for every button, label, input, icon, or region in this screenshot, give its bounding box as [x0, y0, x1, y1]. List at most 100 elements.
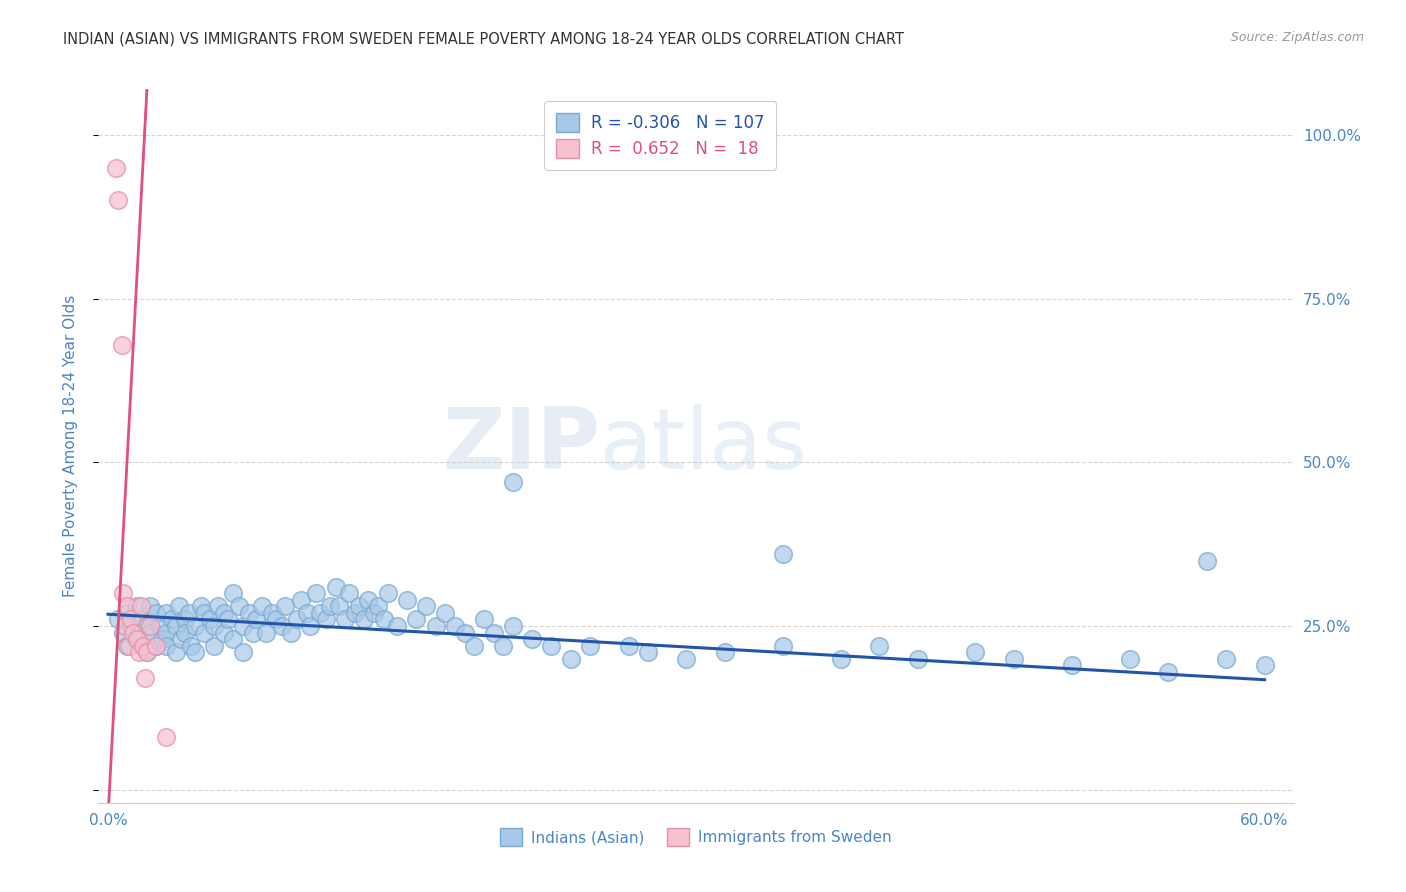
Point — [145, 639, 167, 653]
Point — [1060, 658, 1083, 673]
Point — [395, 592, 418, 607]
Point — [222, 586, 245, 600]
Point — [125, 599, 148, 614]
Point — [492, 639, 515, 653]
Point — [260, 606, 283, 620]
Point — [222, 632, 245, 647]
Point — [193, 606, 215, 620]
Point — [232, 645, 254, 659]
Point — [333, 612, 356, 626]
Point — [132, 639, 155, 653]
Point — [155, 731, 177, 745]
Point — [280, 625, 302, 640]
Point — [560, 652, 582, 666]
Point — [675, 652, 697, 666]
Point — [295, 606, 318, 620]
Point — [149, 619, 172, 633]
Point — [290, 592, 312, 607]
Point — [128, 645, 150, 659]
Point — [145, 606, 167, 620]
Point — [139, 619, 162, 633]
Point — [1002, 652, 1025, 666]
Point — [637, 645, 659, 659]
Point — [174, 625, 197, 640]
Point — [472, 612, 495, 626]
Point — [125, 632, 148, 647]
Point — [1253, 658, 1275, 673]
Point — [772, 547, 794, 561]
Point — [1215, 652, 1237, 666]
Text: INDIAN (ASIAN) VS IMMIGRANTS FROM SWEDEN FEMALE POVERTY AMONG 18-24 YEAR OLDS CO: INDIAN (ASIAN) VS IMMIGRANTS FROM SWEDEN… — [63, 31, 904, 46]
Point — [104, 161, 127, 175]
Point — [117, 639, 139, 653]
Point — [579, 639, 602, 653]
Point — [309, 606, 332, 620]
Text: atlas: atlas — [600, 404, 808, 488]
Point — [117, 606, 139, 620]
Point — [830, 652, 852, 666]
Point — [129, 599, 152, 614]
Point — [482, 625, 505, 640]
Text: ZIP: ZIP — [443, 404, 600, 488]
Point — [319, 599, 342, 614]
Point — [184, 619, 207, 633]
Point — [405, 612, 427, 626]
Point — [907, 652, 929, 666]
Point — [139, 625, 162, 640]
Point — [165, 645, 187, 659]
Point — [180, 639, 202, 653]
Point — [1195, 553, 1218, 567]
Point — [118, 639, 141, 653]
Point — [150, 632, 173, 647]
Point — [170, 632, 193, 647]
Point — [337, 586, 360, 600]
Point — [190, 599, 212, 614]
Point — [772, 639, 794, 653]
Text: Source: ZipAtlas.com: Source: ZipAtlas.com — [1230, 31, 1364, 45]
Y-axis label: Female Poverty Among 18-24 Year Olds: Female Poverty Among 18-24 Year Olds — [63, 295, 77, 597]
Point — [193, 625, 215, 640]
Point — [169, 599, 191, 614]
Point — [174, 612, 197, 626]
Point — [120, 612, 142, 626]
Point — [502, 475, 524, 489]
Point — [242, 625, 264, 640]
Point — [264, 612, 287, 626]
Point — [285, 612, 308, 626]
Point — [160, 612, 183, 626]
Point — [254, 625, 277, 640]
Point — [343, 606, 366, 620]
Legend: Indians (Asian), Immigrants from Sweden: Indians (Asian), Immigrants from Sweden — [495, 822, 897, 852]
Point — [367, 599, 389, 614]
Point — [714, 645, 737, 659]
Point — [463, 639, 485, 653]
Point — [165, 619, 187, 633]
Point — [217, 612, 239, 626]
Point — [868, 639, 890, 653]
Point — [107, 612, 129, 626]
Point — [305, 586, 328, 600]
Point — [315, 612, 337, 626]
Point — [202, 619, 225, 633]
Point — [328, 599, 350, 614]
Point — [540, 639, 562, 653]
Point — [135, 645, 157, 659]
Point — [453, 625, 475, 640]
Point — [357, 592, 380, 607]
Point — [270, 619, 292, 633]
Point — [232, 619, 254, 633]
Point — [363, 606, 385, 620]
Point — [207, 599, 229, 614]
Point — [377, 586, 399, 600]
Point — [132, 639, 155, 653]
Point — [122, 625, 145, 640]
Point — [238, 606, 260, 620]
Point — [415, 599, 437, 614]
Point — [114, 619, 136, 633]
Point — [107, 194, 129, 208]
Point — [965, 645, 987, 659]
Point — [212, 606, 235, 620]
Point — [325, 580, 347, 594]
Point — [125, 632, 148, 647]
Point — [139, 599, 162, 614]
